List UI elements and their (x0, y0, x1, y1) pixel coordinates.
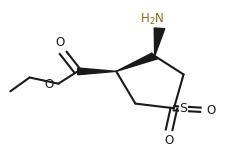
Text: N: N (155, 11, 163, 24)
Polygon shape (154, 28, 165, 56)
Text: O: O (207, 104, 216, 117)
Text: 2: 2 (150, 17, 155, 26)
Polygon shape (78, 68, 116, 75)
Text: O: O (55, 36, 64, 49)
Text: O: O (165, 134, 174, 147)
Text: O: O (44, 78, 53, 91)
Polygon shape (116, 53, 158, 71)
Text: H: H (140, 11, 149, 24)
Text: S: S (180, 102, 188, 115)
